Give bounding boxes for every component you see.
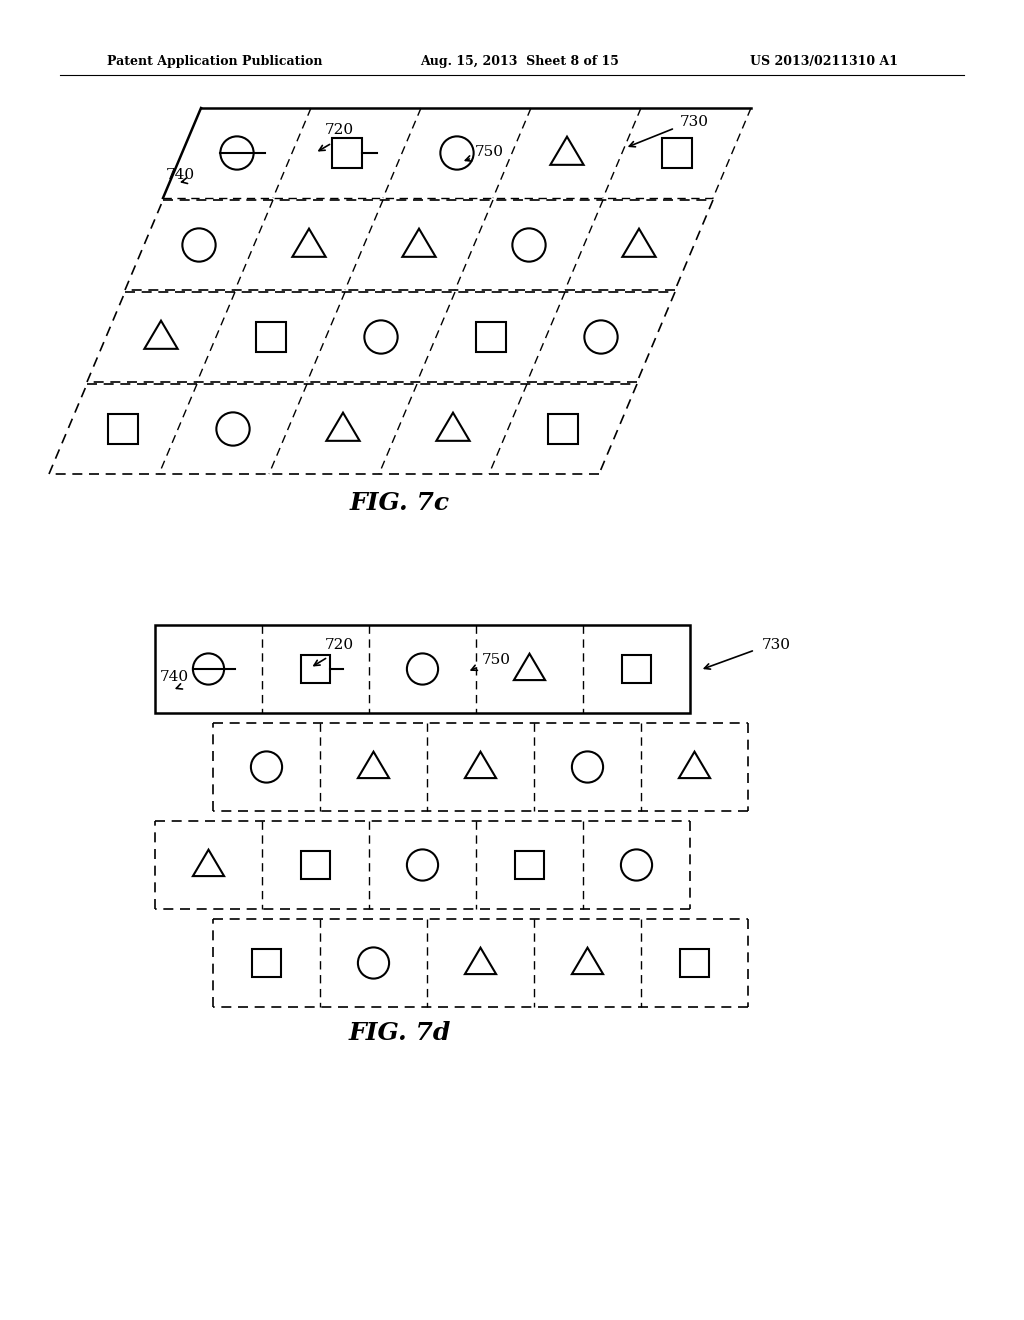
Bar xyxy=(475,322,506,352)
Bar xyxy=(662,137,692,169)
Text: 720: 720 xyxy=(325,123,354,137)
Text: FIG. 7d: FIG. 7d xyxy=(349,1020,452,1045)
Text: 730: 730 xyxy=(680,115,709,129)
Bar xyxy=(332,137,362,169)
Bar xyxy=(108,413,138,445)
Text: Patent Application Publication: Patent Application Publication xyxy=(106,55,323,69)
Text: 730: 730 xyxy=(762,638,791,652)
Text: 740: 740 xyxy=(166,168,196,182)
Bar xyxy=(155,624,690,713)
Bar xyxy=(301,655,330,684)
Bar xyxy=(252,949,281,977)
Bar xyxy=(256,322,287,352)
Text: 720: 720 xyxy=(325,638,354,652)
Text: 740: 740 xyxy=(160,671,189,684)
Bar xyxy=(680,949,709,977)
Bar xyxy=(548,413,579,445)
Bar xyxy=(515,850,544,879)
Text: FIG. 7c: FIG. 7c xyxy=(350,491,451,515)
Text: US 2013/0211310 A1: US 2013/0211310 A1 xyxy=(750,55,898,69)
Text: 750: 750 xyxy=(482,653,511,667)
Text: 750: 750 xyxy=(475,145,504,158)
Text: Aug. 15, 2013  Sheet 8 of 15: Aug. 15, 2013 Sheet 8 of 15 xyxy=(420,55,618,69)
Bar xyxy=(301,850,330,879)
Bar xyxy=(623,655,651,684)
